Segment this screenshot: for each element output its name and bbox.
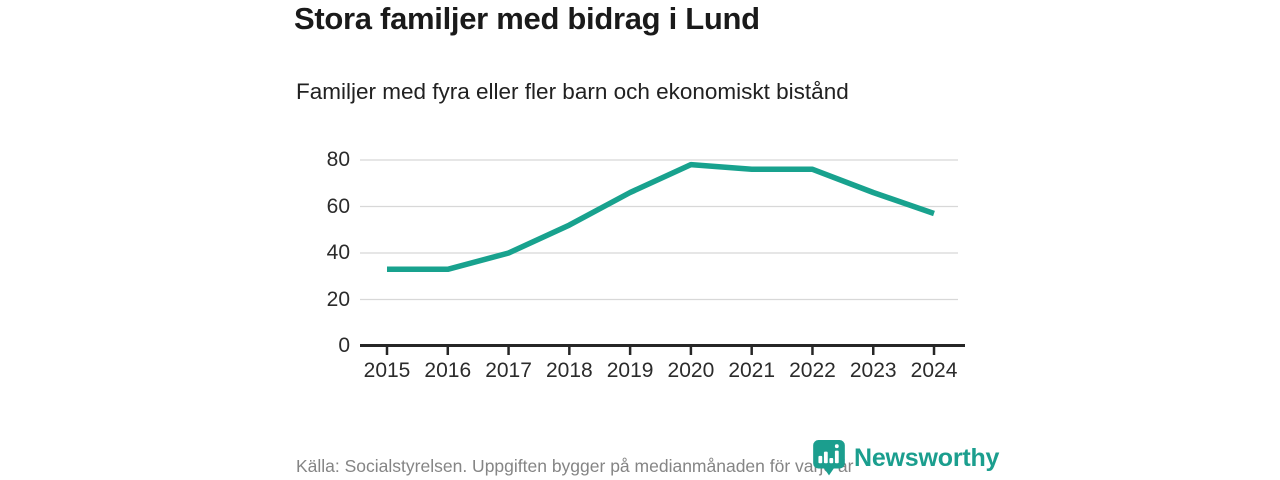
line-chart-plot-area [360,150,965,362]
y-axis-tick-label: 80 [326,148,350,171]
x-axis-tick-label: 2022 [789,359,836,382]
newsworthy-logo: Newsworthy [812,439,999,477]
y-axis-tick-label: 60 [326,194,350,218]
x-axis-tick-label: 2016 [424,359,472,382]
chart-title: Stora familjer med bidrag i Lund [294,1,760,36]
chart-subtitle: Familjer med fyra eller fler barn och ek… [296,79,849,104]
line-chart-svg [360,159,965,355]
data-line-series [387,161,935,273]
x-axis-tick-label: 2017 [485,359,532,382]
y-axis-tick-label: 0 [338,334,350,357]
y-axis-tick-label: 40 [326,241,350,264]
x-axis-tick-label: 2018 [545,359,593,382]
x-axis-tick-label: 2020 [667,359,715,382]
x-axis-tick-label: 2021 [728,359,776,382]
y-axis-tick-label: 20 [326,287,350,311]
x-axis-tick-label: 2024 [910,359,958,382]
x-axis-tick-label: 2019 [606,359,654,382]
newsworthy-wordmark: Newsworthy [854,443,1000,472]
source-note: Källa: Socialstyrelsen. Uppgiften bygger… [296,456,854,476]
shield-bar-chart-icon [813,440,845,476]
x-axis-tick-label: 2023 [849,359,897,382]
x-axis-tick-label: 2015 [363,359,411,382]
